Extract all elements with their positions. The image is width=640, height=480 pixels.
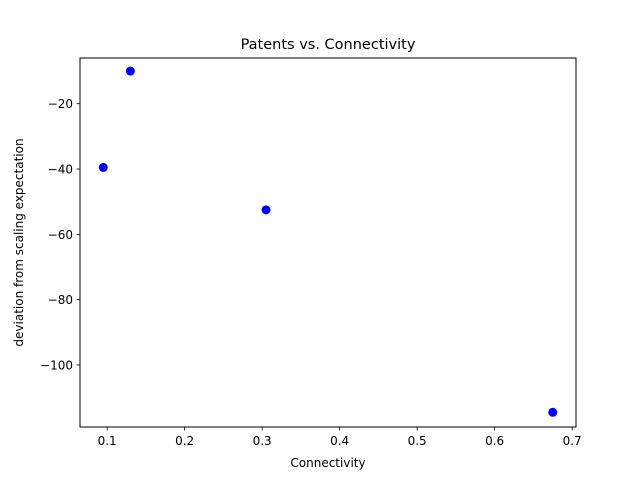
- data-point: [262, 205, 271, 214]
- x-tick-label: 0.7: [563, 434, 582, 448]
- data-point: [99, 163, 108, 172]
- y-tick-label: −20: [48, 97, 73, 111]
- y-axis-label: deviation from scaling expectation: [12, 138, 26, 346]
- y-tick-label: −60: [48, 228, 73, 242]
- y-tick-label: −100: [40, 358, 73, 372]
- chart-title: Patents vs. Connectivity: [241, 37, 416, 53]
- x-axis-label: Connectivity: [290, 456, 365, 470]
- data-point: [548, 408, 557, 417]
- data-point: [126, 67, 135, 76]
- x-tick-label: 0.3: [253, 434, 272, 448]
- x-tick-label: 0.6: [485, 434, 504, 448]
- x-tick-label: 0.4: [330, 434, 349, 448]
- x-tick-label: 0.1: [98, 434, 117, 448]
- y-tick-label: −40: [48, 163, 73, 177]
- x-tick-label: 0.2: [175, 434, 194, 448]
- y-tick-label: −80: [48, 293, 73, 307]
- x-tick-label: 0.5: [408, 434, 427, 448]
